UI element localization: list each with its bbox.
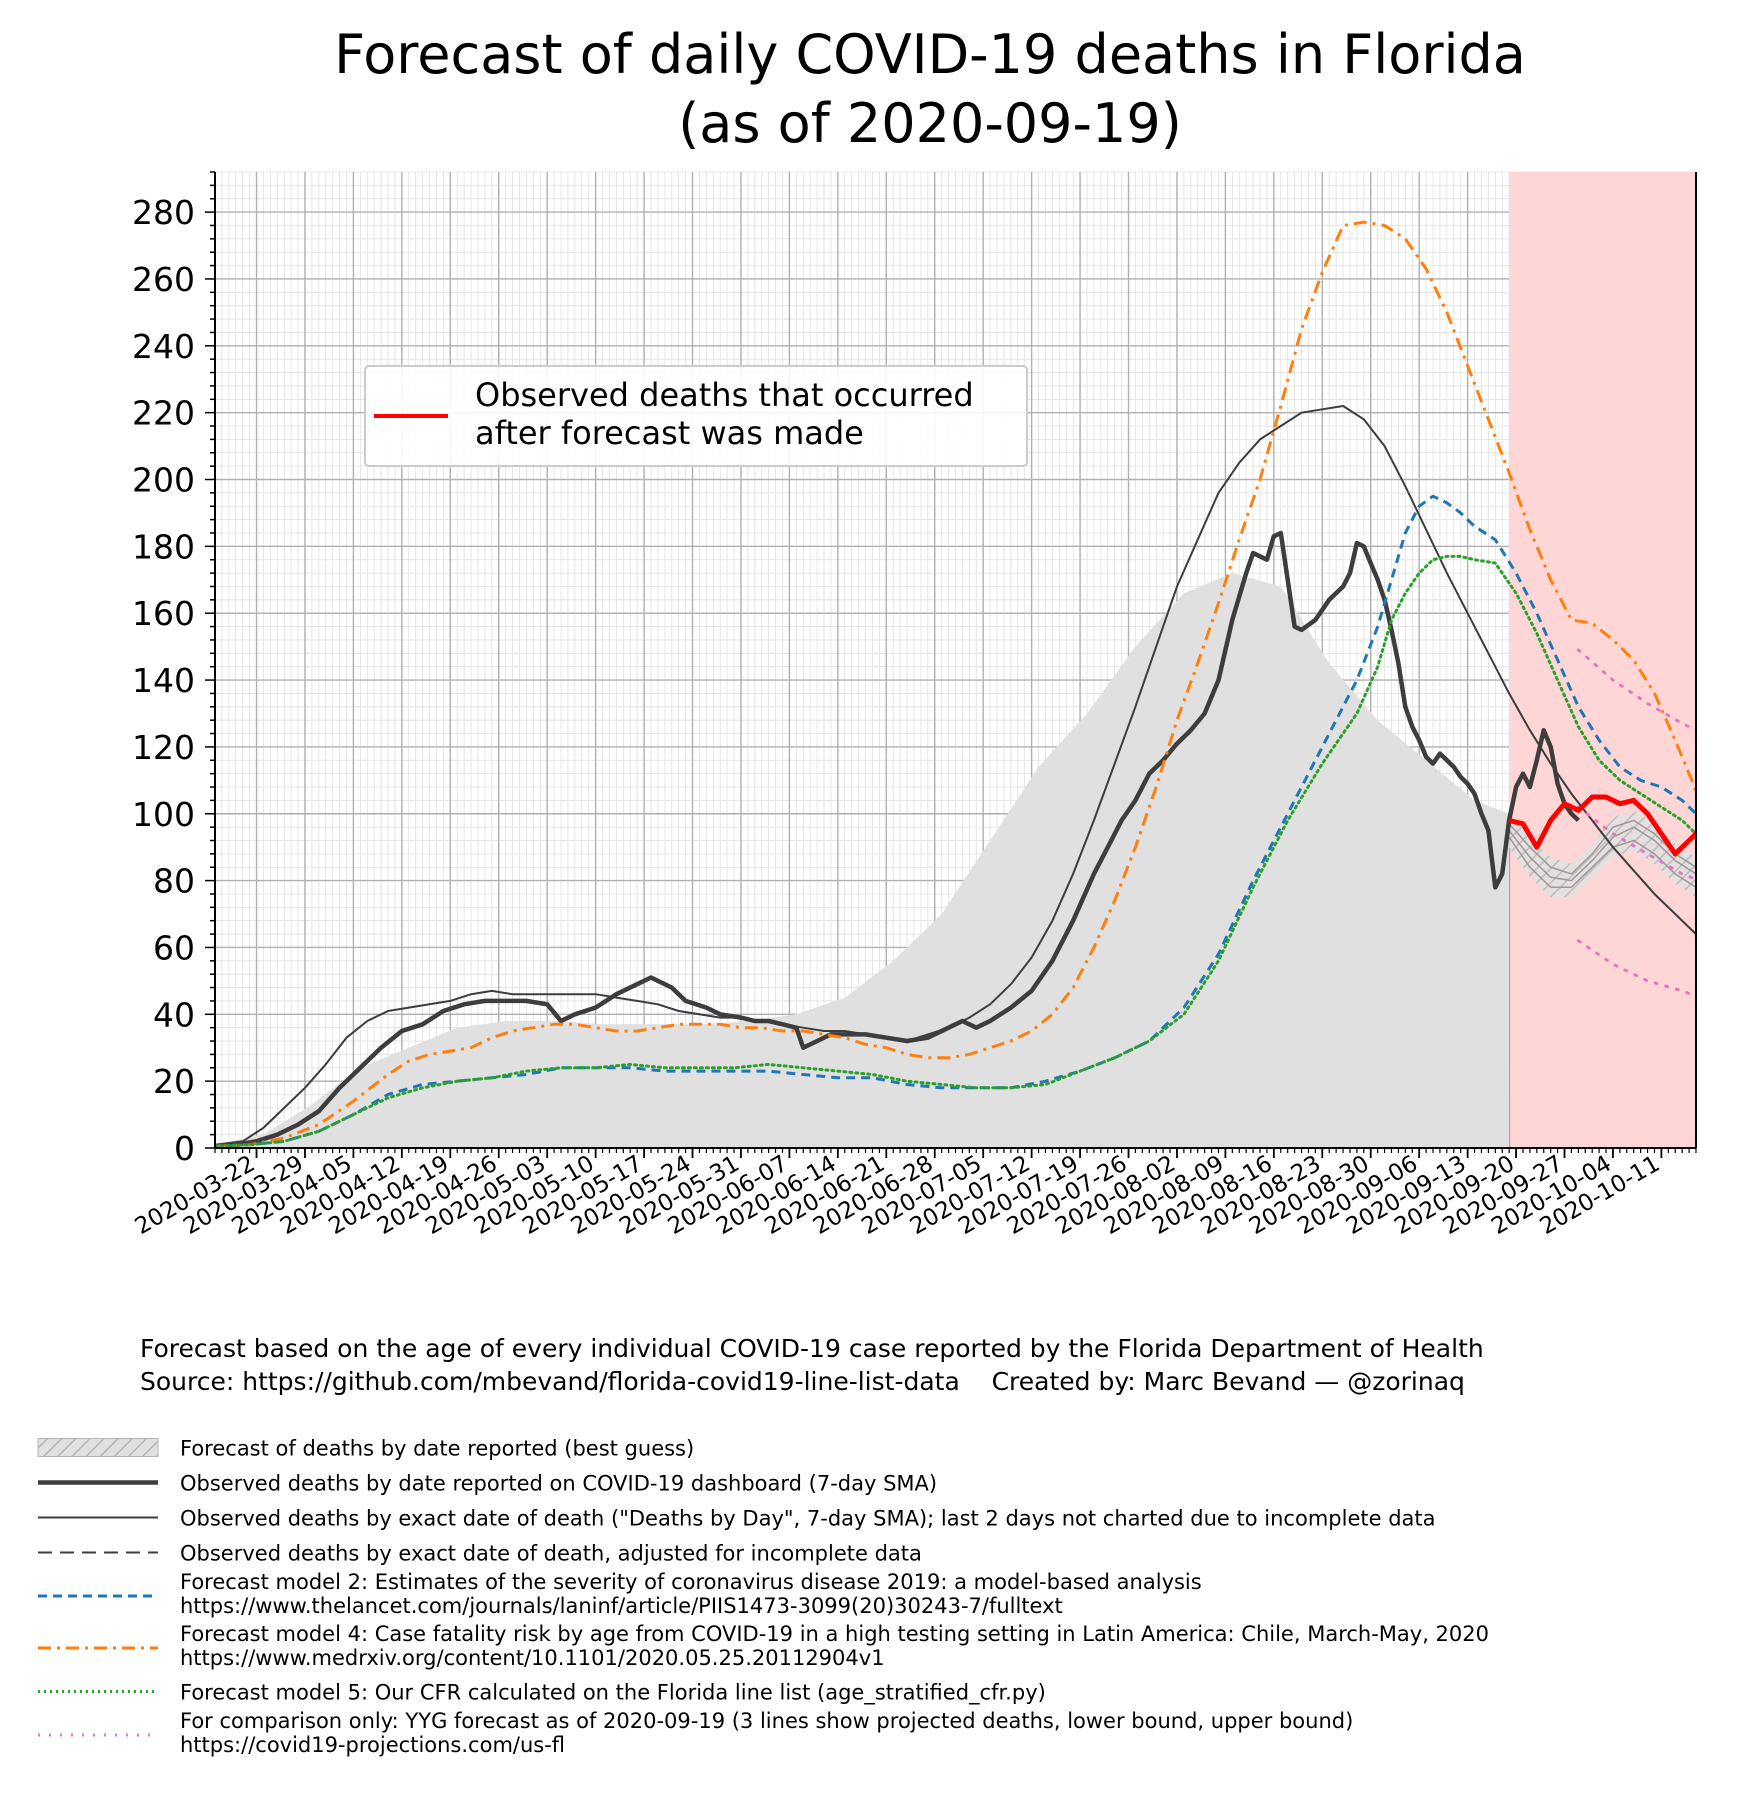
legend-label: For comparison only: YYG forecast as of … bbox=[180, 1709, 1353, 1733]
legend-item: Observed deaths by exact date of death, … bbox=[38, 1542, 922, 1566]
series-yyg_lower bbox=[1576, 939, 1696, 998]
legend-label: https://www.medrxiv.org/content/10.1101/… bbox=[180, 1646, 885, 1670]
legend-label: Observed deaths by exact date of death (… bbox=[180, 1507, 1436, 1531]
legend-item: Observed deaths by date reported on COVI… bbox=[38, 1472, 937, 1496]
series-exact_date_sma bbox=[215, 405, 1696, 1146]
forecast-row-line bbox=[1508, 819, 1696, 875]
inset-legend-line-1: Observed deaths that occurred bbox=[475, 376, 974, 414]
y-tick-label: 0 bbox=[174, 1129, 195, 1168]
legend-label: Forecast model 2: Estimates of the sever… bbox=[180, 1570, 1202, 1594]
legend-label: Forecast model 4: Case fatality risk by … bbox=[180, 1622, 1489, 1646]
forecast-fan bbox=[1509, 810, 1696, 898]
series-layer bbox=[215, 220, 1696, 1148]
inset-legend: Observed deaths that occurred after fore… bbox=[364, 365, 1028, 467]
legend-label: Observed deaths by date reported on COVI… bbox=[180, 1472, 937, 1496]
footer-line-1: Forecast based on the age of every indiv… bbox=[140, 1334, 1484, 1363]
y-tick-label: 200 bbox=[132, 461, 195, 500]
forecast-row-line bbox=[1508, 836, 1696, 889]
legend-item: Forecast of deaths by date reported (bes… bbox=[37, 1437, 694, 1461]
series-model_4 bbox=[215, 220, 1696, 1148]
series-dashboard_sma bbox=[215, 530, 1580, 1148]
forecast-row-line bbox=[1508, 826, 1696, 882]
y-tick-label: 260 bbox=[132, 260, 195, 299]
inset-legend-line-2: after forecast was made bbox=[475, 414, 864, 452]
legend-item: Observed deaths by exact date of death (… bbox=[38, 1507, 1436, 1531]
y-tick-label: 120 bbox=[132, 728, 195, 767]
legend-item: Forecast model 4: Case fatality risk by … bbox=[38, 1622, 1489, 1670]
forecast-region-fill bbox=[1509, 172, 1696, 1148]
series-observed_after bbox=[1508, 794, 1696, 857]
legend-label: Observed deaths by exact date of death, … bbox=[180, 1542, 922, 1566]
y-tick-label: 160 bbox=[132, 594, 195, 633]
legend-label: Forecast model 5: Our CFR calculated on … bbox=[180, 1681, 1046, 1706]
y-tick-label: 220 bbox=[132, 394, 195, 433]
chart-title-line-1: Forecast of daily COVID-19 deaths in Flo… bbox=[334, 23, 1526, 86]
y-tick-label: 140 bbox=[132, 661, 195, 700]
y-tick-label: 180 bbox=[132, 527, 195, 566]
y-tick-label: 100 bbox=[132, 795, 195, 834]
legend-swatch-band bbox=[37, 1438, 159, 1457]
forecast-region bbox=[1508, 172, 1696, 1148]
legend-item: For comparison only: YYG forecast as of … bbox=[38, 1709, 1353, 1757]
chart-title-line-2: (as of 2020-09-19) bbox=[678, 92, 1182, 155]
series-yyg_upper bbox=[1576, 648, 1696, 732]
y-tick-label: 80 bbox=[153, 862, 195, 901]
y-tick-label: 280 bbox=[132, 193, 195, 232]
legend-label: https://www.thelancet.com/journals/lanin… bbox=[180, 1594, 1063, 1618]
footer-line-2: Source: https://github.com/mbevand/flori… bbox=[140, 1367, 1465, 1396]
legend-label: https://covid19-projections.com/us-fl bbox=[180, 1733, 565, 1757]
legend-item: Forecast model 2: Estimates of the sever… bbox=[38, 1570, 1202, 1618]
legend: Forecast of deaths by date reported (bes… bbox=[37, 1437, 1489, 1757]
series-model_5 bbox=[215, 554, 1696, 1148]
y-tick-label: 60 bbox=[153, 928, 195, 967]
y-tick-label: 40 bbox=[153, 995, 195, 1034]
legend-label: Forecast of deaths by date reported (bes… bbox=[180, 1437, 694, 1461]
legend-item: Forecast model 5: Our CFR calculated on … bbox=[38, 1681, 1046, 1706]
y-tick-label: 240 bbox=[132, 327, 195, 366]
y-tick-label: 20 bbox=[153, 1062, 195, 1101]
